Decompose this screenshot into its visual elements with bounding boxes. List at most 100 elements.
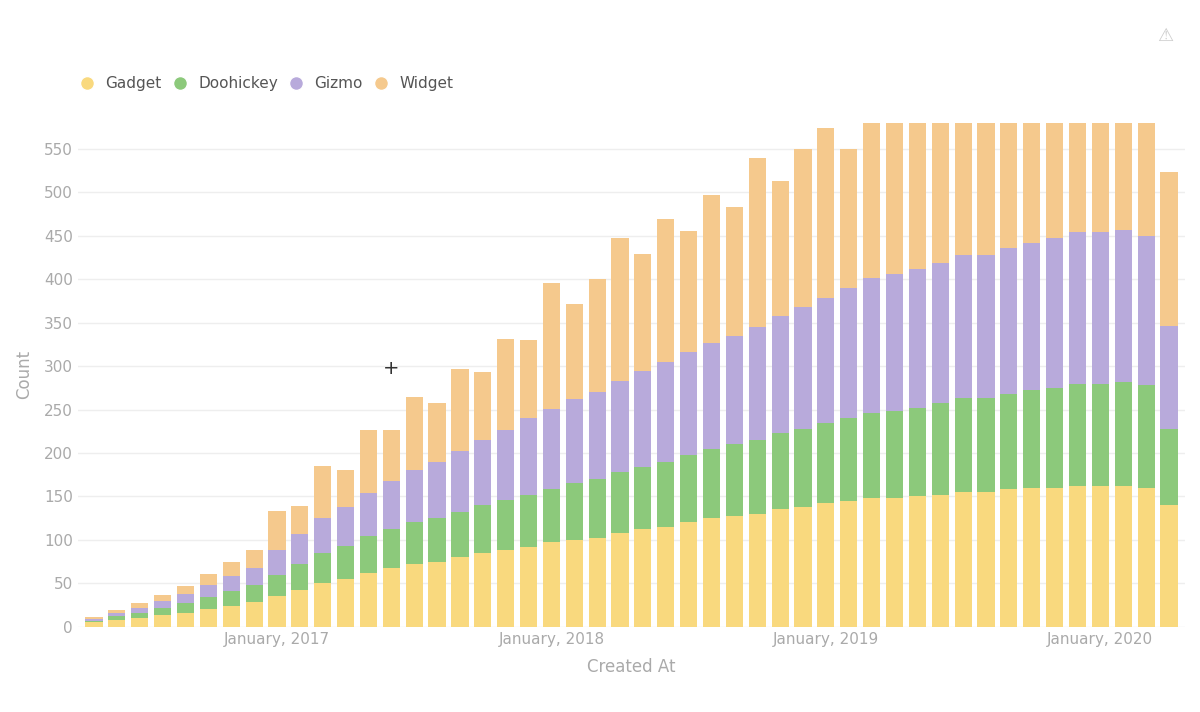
Bar <box>794 429 811 507</box>
Bar <box>703 518 720 627</box>
Bar <box>886 498 904 627</box>
Bar <box>520 547 538 627</box>
Bar <box>314 553 331 583</box>
Bar <box>931 404 949 495</box>
Bar <box>635 530 652 627</box>
Bar <box>474 372 491 440</box>
Bar <box>108 610 126 613</box>
Bar <box>749 158 766 327</box>
Bar <box>451 451 468 512</box>
Bar <box>658 219 674 362</box>
Bar <box>1001 394 1018 489</box>
Bar <box>635 254 652 372</box>
Bar <box>406 471 422 523</box>
Bar <box>612 381 629 472</box>
Bar <box>794 149 811 307</box>
Bar <box>246 550 263 567</box>
Bar <box>658 362 674 461</box>
Bar <box>154 607 172 615</box>
Bar <box>1069 53 1086 231</box>
Bar <box>131 607 149 613</box>
Bar <box>589 538 606 627</box>
Bar <box>199 585 217 597</box>
Bar <box>1046 78 1063 239</box>
Bar <box>635 372 652 467</box>
Bar <box>726 207 743 336</box>
Bar <box>658 527 674 627</box>
Bar <box>542 543 560 627</box>
Bar <box>337 471 354 507</box>
Bar <box>1046 488 1063 627</box>
Bar <box>360 536 377 573</box>
Bar <box>1092 486 1109 627</box>
Bar <box>612 238 629 381</box>
Text: +: + <box>383 360 400 378</box>
Bar <box>520 340 538 418</box>
Bar <box>1092 231 1109 384</box>
Bar <box>131 613 149 618</box>
Bar <box>314 518 331 553</box>
Bar <box>703 449 720 518</box>
Bar <box>908 115 926 269</box>
Bar <box>772 181 788 316</box>
Bar <box>703 195 720 342</box>
Bar <box>428 461 445 518</box>
Bar <box>658 461 674 527</box>
Bar <box>223 606 240 627</box>
Bar <box>931 495 949 627</box>
Bar <box>726 336 743 444</box>
Bar <box>772 433 788 509</box>
Bar <box>108 613 126 617</box>
Bar <box>863 413 881 498</box>
Bar <box>246 585 263 602</box>
Bar <box>406 397 422 471</box>
Bar <box>1069 231 1086 384</box>
Bar <box>931 80 949 263</box>
Bar <box>794 507 811 627</box>
Bar <box>337 507 354 546</box>
Bar <box>383 431 400 481</box>
Bar <box>772 509 788 627</box>
Bar <box>1160 505 1177 627</box>
Bar <box>978 73 995 255</box>
Bar <box>85 621 102 622</box>
Bar <box>1024 390 1040 488</box>
Bar <box>292 564 308 590</box>
Bar <box>726 515 743 627</box>
Bar <box>794 307 811 429</box>
Bar <box>886 412 904 498</box>
Bar <box>383 567 400 627</box>
Bar <box>635 467 652 530</box>
Bar <box>565 483 583 540</box>
Bar <box>360 493 377 536</box>
Bar <box>1115 52 1132 230</box>
Bar <box>749 327 766 440</box>
Bar <box>497 550 515 627</box>
Bar <box>246 567 263 585</box>
Bar <box>85 617 102 619</box>
Bar <box>542 488 560 543</box>
Bar <box>108 617 126 619</box>
Bar <box>1138 385 1154 488</box>
Bar <box>176 613 194 627</box>
Bar <box>199 597 217 609</box>
Bar <box>589 392 606 479</box>
Text: ⚠: ⚠ <box>1158 27 1174 45</box>
Bar <box>565 399 583 483</box>
Bar <box>565 303 583 399</box>
Bar <box>886 274 904 412</box>
Bar <box>199 609 217 627</box>
Bar <box>954 492 972 627</box>
Bar <box>269 550 286 575</box>
Bar <box>1046 388 1063 488</box>
Bar <box>908 496 926 627</box>
Bar <box>1115 230 1132 382</box>
Bar <box>406 523 422 564</box>
Bar <box>612 472 629 533</box>
Bar <box>840 288 857 418</box>
Bar <box>680 455 697 523</box>
Bar <box>908 408 926 496</box>
Bar <box>1092 384 1109 486</box>
Bar <box>840 501 857 627</box>
Bar <box>223 576 240 591</box>
